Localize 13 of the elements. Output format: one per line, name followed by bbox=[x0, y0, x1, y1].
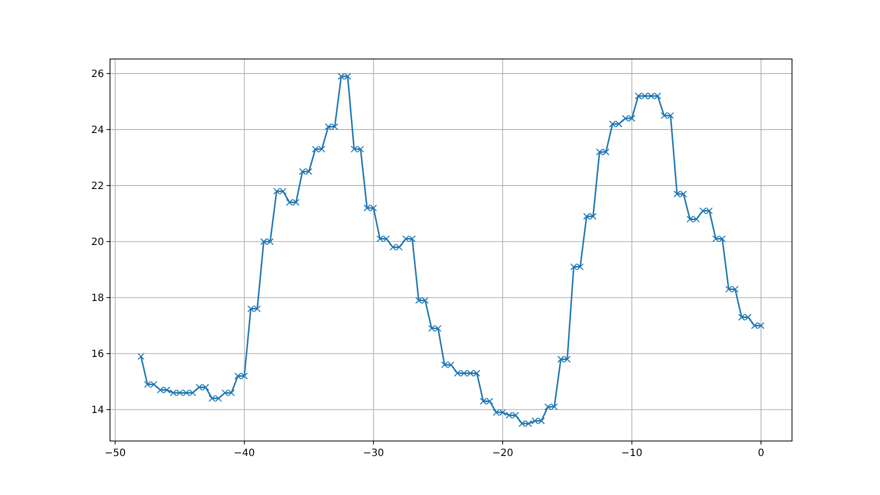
y-tick-label: 18 bbox=[91, 293, 104, 304]
y-tick-label: 22 bbox=[91, 181, 104, 192]
x-tick-label: −20 bbox=[492, 448, 514, 459]
y-tick-label: 14 bbox=[91, 405, 104, 416]
y-tick-label: 16 bbox=[91, 349, 104, 360]
x-tick-label: −40 bbox=[234, 448, 255, 459]
x-tick-label: −10 bbox=[621, 448, 642, 459]
x-tick-label: 0 bbox=[758, 448, 764, 459]
x-tick-label: −50 bbox=[104, 448, 126, 459]
y-tick-label: 24 bbox=[91, 125, 104, 136]
y-tick-label: 20 bbox=[91, 237, 104, 248]
x-tick-label: −30 bbox=[362, 448, 384, 459]
y-tick-label: 26 bbox=[91, 69, 104, 80]
